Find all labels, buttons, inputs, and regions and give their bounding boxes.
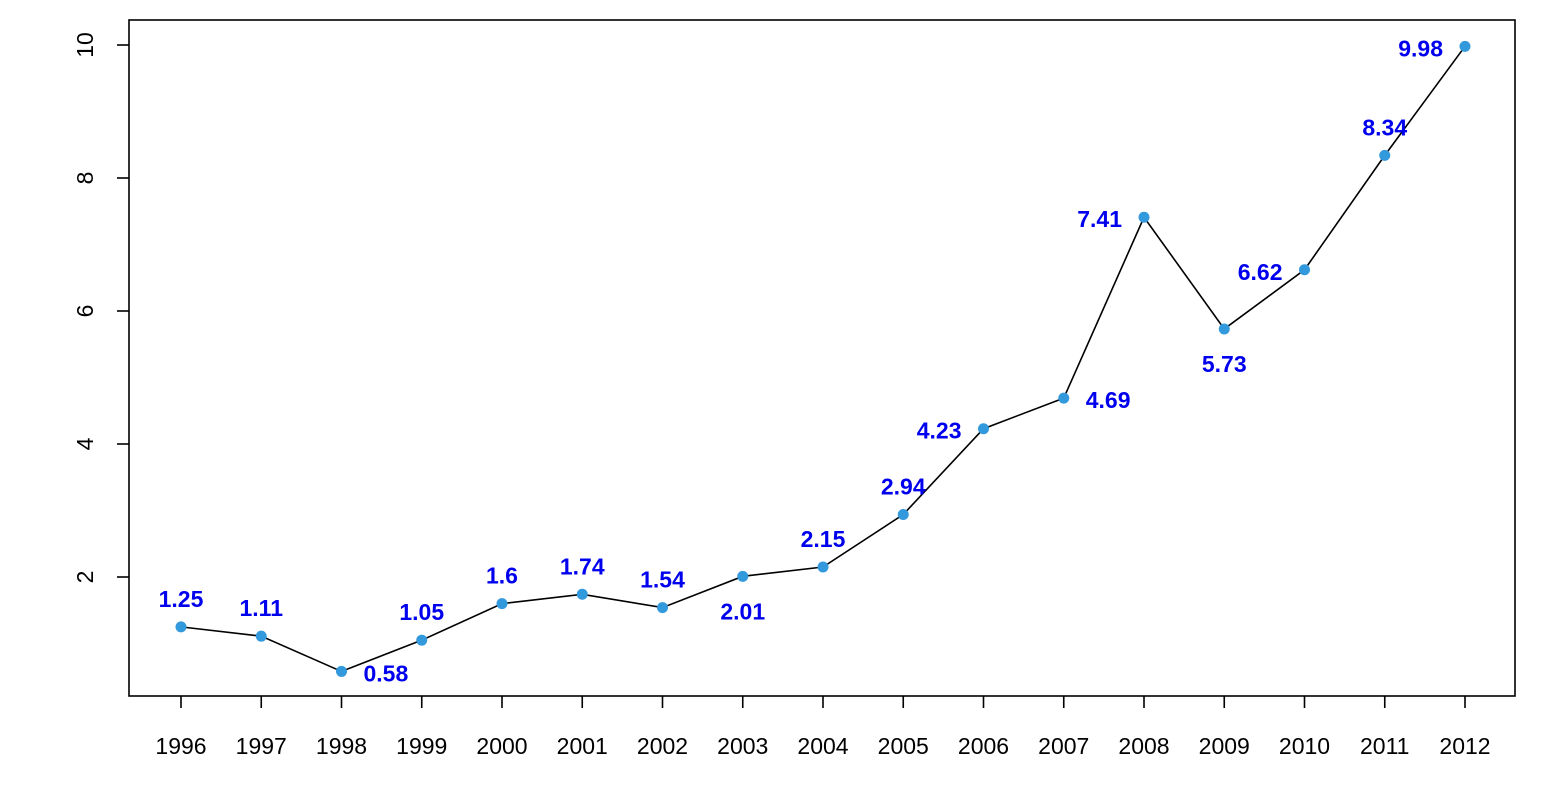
data-label: 1.25 bbox=[159, 586, 204, 612]
series-group bbox=[175, 40, 1471, 677]
x-tick-label: 1997 bbox=[236, 733, 287, 759]
data-label: 4.69 bbox=[1086, 387, 1131, 413]
x-tick-label: 1996 bbox=[155, 733, 206, 759]
y-tick-label: 4 bbox=[72, 437, 98, 450]
data-point bbox=[817, 561, 829, 573]
data-label: 5.73 bbox=[1202, 351, 1247, 377]
data-point bbox=[175, 621, 187, 633]
y-tick-label: 10 bbox=[72, 32, 98, 58]
data-label: 2.01 bbox=[720, 598, 765, 624]
data-point bbox=[737, 570, 749, 582]
y-axis: 2 4 6 8 10 bbox=[72, 32, 129, 583]
x-tick-label: 2011 bbox=[1360, 733, 1409, 759]
data-point bbox=[416, 634, 428, 646]
y-tick-label: 2 bbox=[72, 571, 98, 584]
data-point bbox=[1058, 392, 1070, 404]
data-point bbox=[1218, 323, 1230, 335]
data-point bbox=[255, 630, 267, 642]
data-label: 2.94 bbox=[881, 473, 926, 499]
x-tick-label: 2012 bbox=[1439, 733, 1490, 759]
data-label: 4.23 bbox=[917, 418, 962, 444]
x-tick-label: 2009 bbox=[1199, 733, 1250, 759]
x-tick-label: 2008 bbox=[1118, 733, 1169, 759]
x-tick-label: 2003 bbox=[717, 733, 768, 759]
data-point bbox=[657, 602, 668, 614]
x-tick-label: 1999 bbox=[396, 733, 447, 759]
x-tick-label: 2004 bbox=[797, 733, 848, 759]
data-label: 1.11 bbox=[240, 595, 284, 621]
x-tick-label: 2005 bbox=[878, 733, 929, 759]
plot-frame bbox=[128, 19, 1516, 697]
x-tick-label: 2001 bbox=[557, 733, 608, 759]
data-label: 9.98 bbox=[1398, 35, 1443, 61]
data-label: 0.58 bbox=[364, 660, 409, 686]
data-point bbox=[336, 665, 347, 677]
data-label: 1.6 bbox=[486, 563, 518, 589]
data-label: 1.54 bbox=[640, 567, 685, 593]
data-label: 7.41 bbox=[1077, 206, 1122, 232]
x-tick-label: 2000 bbox=[476, 733, 527, 759]
x-axis: 1996 1997 1998 1999 2000 2001 2002 2003 2004 2005… bbox=[155, 696, 1491, 759]
data-point bbox=[978, 423, 989, 435]
data-point bbox=[496, 598, 508, 610]
x-tick-label: 2002 bbox=[637, 733, 688, 759]
x-tick-label: 2006 bbox=[958, 733, 1009, 759]
y-tick-label: 8 bbox=[72, 172, 98, 185]
data-label: 8.34 bbox=[1362, 114, 1407, 140]
data-label: 1.74 bbox=[560, 553, 605, 579]
series-line bbox=[180, 45, 1466, 673]
data-point bbox=[1299, 264, 1310, 276]
data-label: 2.15 bbox=[801, 526, 846, 552]
data-point bbox=[1459, 40, 1471, 52]
data-point bbox=[1138, 211, 1150, 223]
data-label: 1.05 bbox=[399, 599, 444, 625]
x-tick-label: 2007 bbox=[1038, 733, 1089, 759]
y-tick-label: 6 bbox=[72, 305, 98, 318]
data-labels-group: 1.25 1.11 0.58 1.05 1.6 1.74 1.54 2.01 2.15 2.94 4… bbox=[159, 35, 1444, 686]
x-tick-label: 1998 bbox=[316, 733, 367, 759]
data-point bbox=[576, 588, 588, 600]
data-label: 6.62 bbox=[1238, 259, 1283, 285]
data-point bbox=[897, 508, 909, 520]
x-tick-label: 2010 bbox=[1279, 733, 1330, 759]
data-point bbox=[1379, 149, 1391, 161]
